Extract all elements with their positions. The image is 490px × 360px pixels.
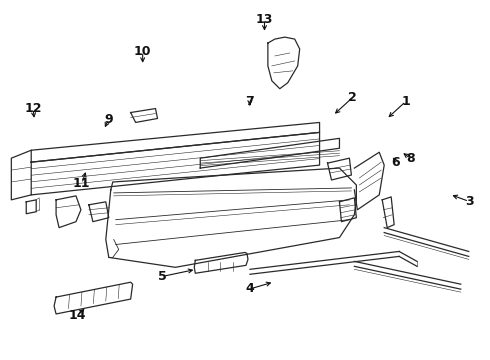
Text: 11: 11 bbox=[73, 177, 91, 190]
Text: 6: 6 bbox=[392, 156, 400, 168]
Text: 8: 8 bbox=[406, 152, 415, 165]
Text: 10: 10 bbox=[134, 45, 151, 58]
Text: 5: 5 bbox=[158, 270, 167, 283]
Text: 14: 14 bbox=[68, 309, 86, 322]
Text: 13: 13 bbox=[256, 13, 273, 26]
Text: 12: 12 bbox=[24, 102, 42, 115]
Text: 2: 2 bbox=[348, 91, 357, 104]
Text: 3: 3 bbox=[465, 195, 473, 208]
Text: 9: 9 bbox=[104, 113, 113, 126]
Text: 1: 1 bbox=[401, 95, 410, 108]
Text: 7: 7 bbox=[245, 95, 254, 108]
Text: 4: 4 bbox=[245, 283, 254, 296]
